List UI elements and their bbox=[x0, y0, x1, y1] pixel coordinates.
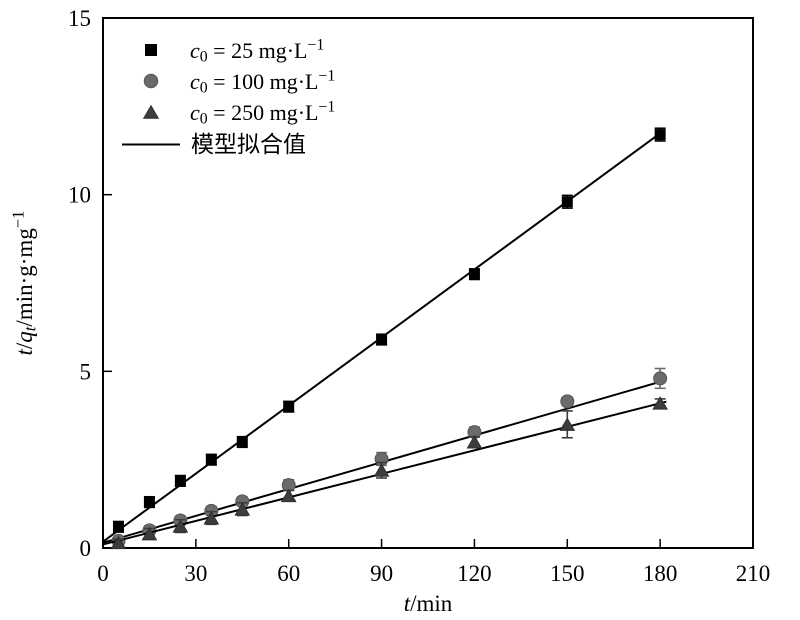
x-axis-tick-label: 90 bbox=[370, 561, 393, 586]
rich-text-part: / bbox=[12, 342, 37, 349]
rich-text-part: = 250 mg·L bbox=[208, 100, 319, 125]
data-point-triangle bbox=[203, 510, 220, 525]
rich-text-part: = 100 mg·L bbox=[208, 69, 319, 94]
rich-text-part: −1 bbox=[307, 37, 324, 54]
legend-label: c0 = 25 mg·L−1 bbox=[190, 37, 324, 66]
y-axis-title: t/qt/min·g·mg−1 bbox=[8, 211, 39, 356]
data-point-circle bbox=[653, 371, 668, 386]
data-point-triangle bbox=[110, 535, 127, 550]
rich-text-part: c bbox=[190, 100, 200, 125]
legend-item: c0 = 100 mg·L−1 bbox=[143, 68, 335, 97]
rich-text-part: /min bbox=[410, 591, 453, 616]
legend-label-fit: 模型拟合值 bbox=[191, 132, 306, 157]
x-axis-tick-label: 120 bbox=[457, 561, 492, 586]
rich-text-part: 0 bbox=[200, 80, 208, 97]
data-point-square bbox=[376, 334, 388, 346]
data-point-triangle bbox=[172, 519, 189, 533]
data-point-square bbox=[236, 436, 248, 448]
y-axis-tick-label: 5 bbox=[80, 359, 92, 384]
rich-text-part: 0 bbox=[200, 111, 208, 128]
rich-text-part: t bbox=[12, 348, 37, 355]
series-triangle bbox=[102, 396, 669, 550]
data-point-triangle bbox=[466, 435, 483, 449]
data-point-triangle bbox=[652, 396, 669, 410]
rich-text-part: t bbox=[404, 591, 411, 616]
rich-text-part: 0 bbox=[200, 49, 208, 66]
legend-label: c0 = 250 mg·L−1 bbox=[190, 99, 335, 128]
x-axis-tick-label: 30 bbox=[184, 561, 207, 586]
plot-frame bbox=[102, 17, 754, 549]
y-axis-tick-label: 10 bbox=[68, 183, 91, 208]
data-point-triangle bbox=[280, 488, 297, 503]
rich-text-part: t bbox=[21, 326, 40, 331]
legend-label: c0 = 100 mg·L−1 bbox=[190, 68, 335, 97]
data-point-triangle bbox=[141, 526, 158, 541]
data-point-square bbox=[561, 196, 573, 208]
rich-text-part: /min·g·mg bbox=[12, 228, 37, 327]
x-axis-tick-label: 0 bbox=[97, 561, 109, 586]
data-point-square bbox=[283, 401, 295, 413]
legend-marker-triangle bbox=[142, 104, 160, 119]
legend-item: c0 = 250 mg·L−1 bbox=[142, 99, 335, 128]
legend-marker-square bbox=[145, 44, 157, 56]
rich-text-part: q bbox=[12, 331, 37, 343]
y-axis-tick-label: 0 bbox=[80, 536, 92, 561]
data-point-circle bbox=[560, 394, 575, 409]
data-point-square bbox=[143, 496, 155, 508]
x-axis-tick-label: 60 bbox=[277, 561, 300, 586]
rich-text-part: −1 bbox=[318, 68, 335, 85]
rich-text-part: −1 bbox=[8, 211, 27, 229]
data-point-square bbox=[654, 129, 666, 141]
data-point-triangle bbox=[559, 417, 576, 431]
rich-text-part: c bbox=[190, 38, 200, 63]
x-axis-title: t/min bbox=[404, 591, 453, 616]
data-point-square bbox=[205, 454, 217, 466]
data-point-square bbox=[468, 268, 480, 280]
series-square bbox=[102, 127, 666, 543]
legend: c0 = 25 mg·L−1c0 = 100 mg·L−1c0 = 250 mg… bbox=[122, 37, 335, 157]
rich-text-part: = 25 mg·L bbox=[208, 38, 308, 63]
rich-text-part: −1 bbox=[318, 99, 335, 116]
legend-marker-circle bbox=[143, 73, 159, 89]
legend-item-fit-line: 模型拟合值 bbox=[122, 132, 306, 157]
rich-text-part: c bbox=[190, 69, 200, 94]
x-axis-tick-label: 180 bbox=[643, 561, 678, 586]
series-circle bbox=[102, 367, 668, 548]
y-axis-tick-label: 15 bbox=[68, 6, 91, 31]
x-axis-tick-label: 210 bbox=[736, 561, 771, 586]
data-point-square bbox=[174, 475, 186, 487]
data-point-square bbox=[112, 521, 124, 533]
data-point-triangle bbox=[234, 502, 251, 516]
x-axis-tick-label: 150 bbox=[550, 561, 585, 586]
data-point-triangle bbox=[373, 463, 390, 477]
legend-item: c0 = 25 mg·L−1 bbox=[145, 37, 324, 66]
